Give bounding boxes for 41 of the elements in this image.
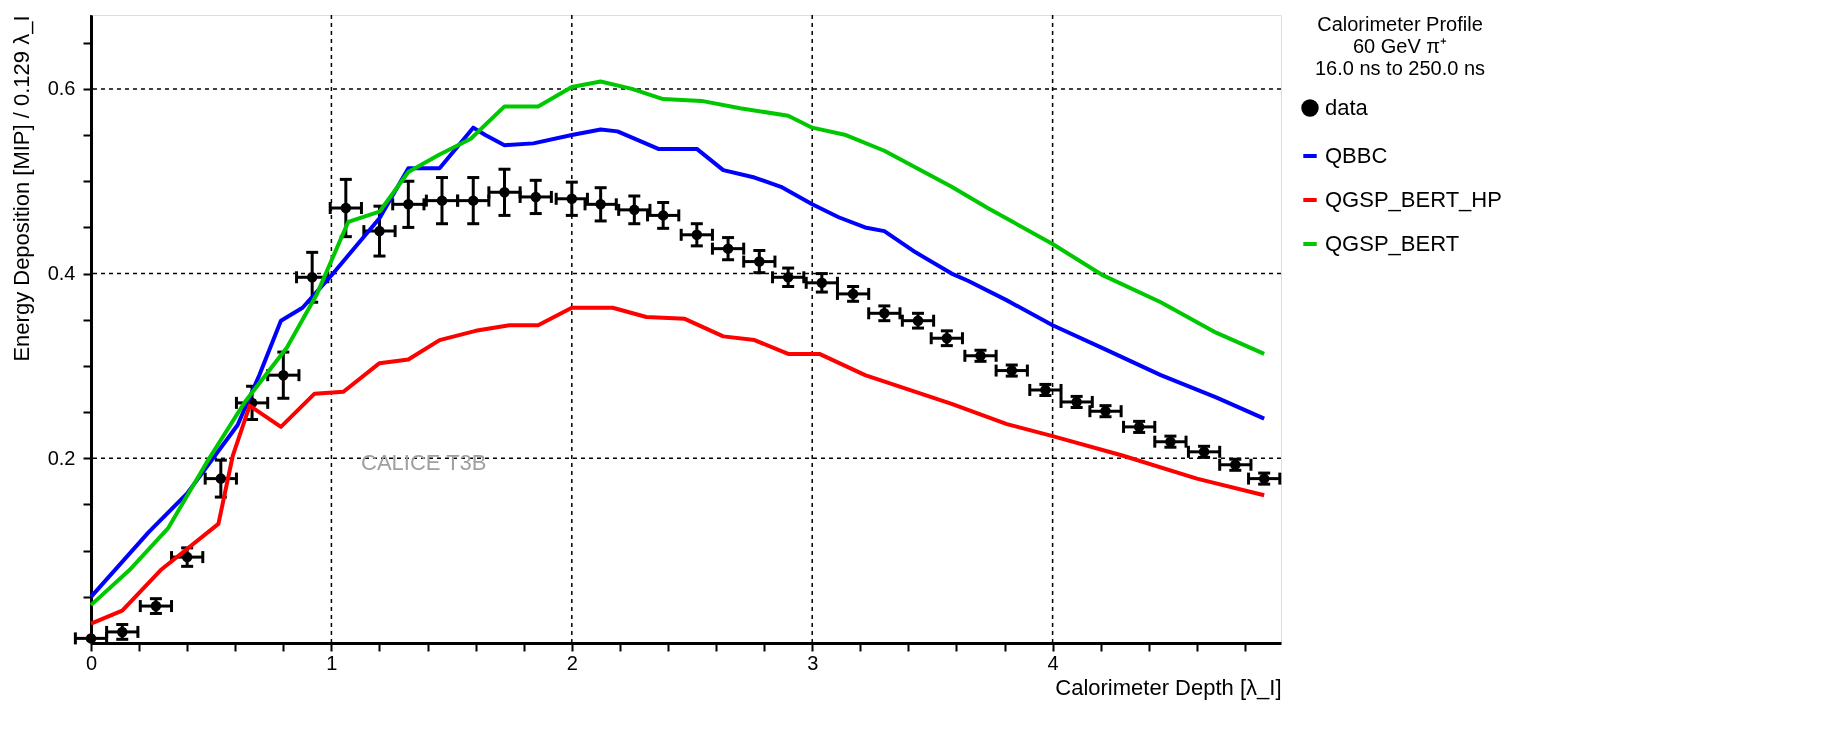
point: [181, 551, 193, 563]
y-axis-title: Energy Deposition [MIP] / 0.129 λ_I: [8, 15, 34, 362]
point: [530, 191, 541, 203]
point: [468, 195, 479, 206]
y-tick-label: 0.6: [47, 77, 76, 100]
point: [278, 369, 289, 381]
x-tick-label: 0: [85, 651, 98, 674]
point: [403, 199, 414, 210]
legend-label: QGSP_BERT_HP: [1325, 187, 1502, 212]
x-axis-title: Calorimeter Depth [λ_I]: [1055, 674, 1282, 700]
x-tick-label: 2: [566, 651, 578, 674]
annotation: CALICE T3B: [361, 450, 487, 475]
point: [306, 272, 318, 283]
legend-title: Calorimeter Profile 60 GeV π⁺ 16.0 ns to 250.0 ns: [1314, 13, 1486, 79]
line-series: [89, 305, 1267, 626]
legend-label: QBBC: [1325, 143, 1388, 168]
y-tick-label: 0.4: [47, 262, 76, 285]
x-tick-label: 4: [1047, 651, 1059, 674]
point: [816, 277, 828, 289]
x-tick-label: 3: [807, 651, 819, 674]
point: [374, 225, 385, 237]
point: [499, 187, 510, 198]
point: [657, 210, 669, 221]
point: [941, 333, 953, 344]
point: [595, 199, 606, 210]
point: [629, 204, 640, 216]
point: [722, 243, 734, 254]
legend-label: data: [1325, 95, 1369, 120]
legend-label: QGSP_BERT: [1325, 231, 1460, 256]
point: [215, 473, 227, 484]
point: [754, 256, 765, 267]
point: [85, 633, 97, 644]
y-tick-label: 0.2: [47, 446, 76, 469]
x-tick-label: 1: [326, 651, 338, 674]
point: [879, 308, 890, 319]
point: [691, 229, 703, 241]
point: [782, 272, 794, 283]
point: [340, 202, 352, 214]
point: [912, 315, 924, 326]
point: [436, 195, 448, 206]
point: [566, 193, 578, 205]
